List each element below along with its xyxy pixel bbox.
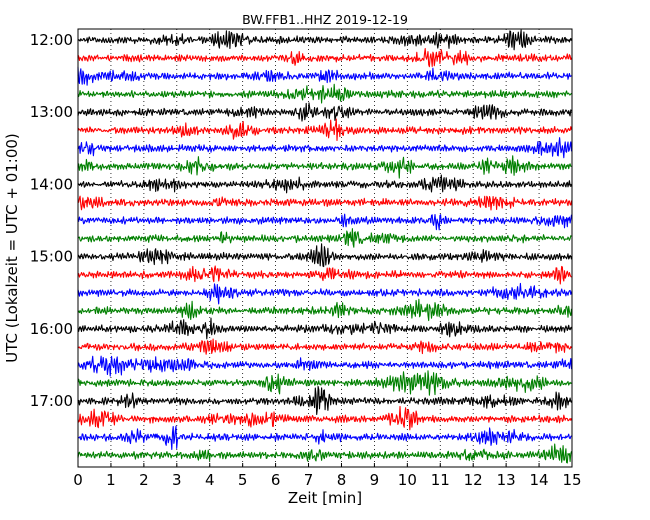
y-tick-label: 12:00 [30,31,73,49]
x-tick-label: 0 [73,471,83,489]
trace-1745 [77,443,573,464]
x-tick-label: 2 [139,471,149,489]
trace-1330 [77,137,573,159]
y-tick-label: 14:00 [30,175,73,193]
x-tick-label: 6 [271,471,281,489]
plot-frame [77,28,573,468]
trace-1545 [77,298,573,322]
y-tick-label: 15:00 [30,248,73,266]
trace-1400 [77,174,572,194]
trace-1515 [77,265,572,285]
trace-1645 [77,370,572,396]
x-axis-ticks: 0 1 2 3 4 5 6 7 8 9 10 11 12 13 14 15 [73,463,582,489]
x-tick-label: 3 [172,471,182,489]
x-tick-label: 7 [304,471,314,489]
x-tick-label: 4 [205,471,215,489]
trace-1315 [77,118,573,142]
trace-1500 [77,243,573,268]
x-tick-label: 12 [464,471,483,489]
chart-title: BW.FFB1..HHZ 2019-12-19 [242,12,408,27]
trace-1300 [77,102,572,122]
trace-1230 [77,66,572,86]
trace-1430 [77,213,573,231]
trace-1630 [77,355,573,377]
x-tick-label: 14 [530,471,549,489]
y-axis-ticks: 12:00 13:00 14:00 15:00 16:00 17:00 [30,31,572,410]
trace-1215 [77,47,573,68]
y-tick-label: 13:00 [30,103,73,121]
trace-1615 [77,338,572,355]
x-tick-label: 8 [337,471,347,489]
seismogram-traces [77,29,573,464]
x-tick-label: 1 [106,471,116,489]
trace-1530 [77,282,573,305]
x-tick-label: 11 [431,471,450,489]
trace-1345 [77,155,572,179]
trace-1415 [77,195,573,211]
x-tick-label: 10 [398,471,417,489]
x-tick-label: 5 [238,471,248,489]
y-tick-label: 17:00 [30,392,73,410]
trace-1200 [77,29,573,51]
trace-1715 [77,405,573,431]
y-axis-label: UTC (Lokalzeit = UTC + 01:00) [3,133,21,363]
x-tick-label: 15 [562,471,581,489]
trace-1700 [77,385,572,416]
trace-1600 [77,317,572,340]
trace-1445 [77,228,572,248]
x-tick-label: 13 [497,471,516,489]
y-tick-label: 16:00 [30,320,73,338]
x-tick-label: 9 [370,471,380,489]
trace-1245 [77,83,572,104]
x-axis-label: Zeit [min] [288,489,362,507]
trace-1730 [77,425,572,450]
